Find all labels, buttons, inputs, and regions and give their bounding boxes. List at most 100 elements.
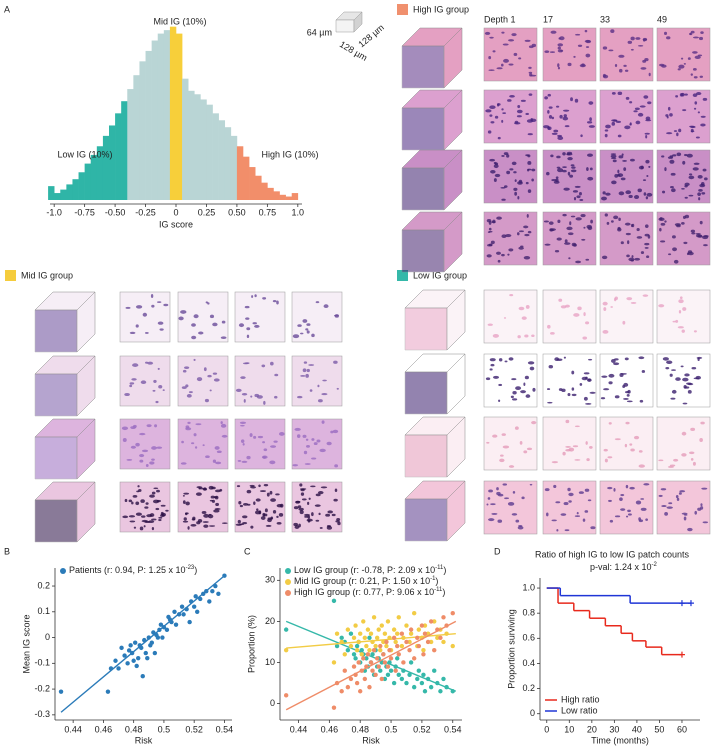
nucleus: [695, 136, 700, 139]
nucleus: [213, 496, 218, 499]
data-point: [143, 650, 148, 656]
tissue-tile: [483, 416, 538, 471]
nucleus: [276, 503, 283, 508]
nucleus: [527, 361, 535, 365]
nucleus: [185, 425, 190, 429]
nucleus: [675, 95, 679, 98]
nucleus: [237, 459, 242, 462]
y-tick-label: 0: [45, 632, 50, 642]
nucleus: [624, 125, 631, 130]
data-point: [450, 610, 455, 616]
nucleus: [508, 465, 515, 468]
nucleus: [508, 357, 514, 361]
data-point: [356, 639, 361, 645]
nucleus: [315, 301, 320, 304]
data-point: [399, 643, 405, 649]
nucleus: [625, 96, 630, 100]
data-point: [113, 658, 118, 663]
nucleus: [684, 93, 688, 96]
nucleus: [490, 169, 496, 174]
nucleus: [252, 322, 257, 325]
nucleus: [145, 464, 149, 468]
nucleus: [571, 387, 575, 391]
nucleus: [502, 112, 507, 114]
data-point: [428, 684, 434, 690]
nucleus: [681, 431, 687, 436]
nucleus: [488, 518, 495, 522]
nucleus: [574, 185, 581, 188]
nucleus: [140, 499, 145, 503]
nucleus: [555, 176, 559, 179]
data-point: [379, 623, 384, 628]
nucleus: [183, 517, 187, 521]
nucleus: [254, 324, 260, 328]
nucleus: [610, 153, 617, 155]
nucleus: [279, 432, 285, 436]
nucleus: [587, 499, 592, 502]
nucleus: [630, 158, 635, 162]
nucleus: [498, 383, 503, 387]
nucleus: [487, 130, 492, 134]
nucleus: [551, 116, 555, 120]
nucleus: [163, 303, 169, 307]
nucleus: [625, 484, 629, 489]
nucleus: [644, 132, 650, 135]
nucleus: [603, 307, 607, 311]
nucleus: [612, 159, 617, 163]
tissue-tile: [542, 416, 597, 471]
nucleus: [684, 196, 688, 199]
tissue-tile: [599, 480, 654, 535]
nucleus: [298, 507, 304, 511]
panel-label: D: [494, 546, 501, 556]
data-point: [416, 627, 422, 632]
nucleus: [557, 168, 564, 173]
nucleus: [678, 64, 685, 69]
nucleus: [562, 109, 570, 112]
nucleus: [667, 156, 674, 159]
x-tick-label: 0.46: [95, 724, 113, 734]
histogram-bar: [163, 30, 171, 201]
nucleus: [557, 63, 560, 68]
nucleus: [528, 66, 532, 69]
nucleus: [261, 364, 266, 368]
nucleus: [666, 360, 673, 364]
nucleus: [188, 391, 193, 394]
y-tick-label: 1.0: [522, 582, 535, 592]
nucleus: [207, 514, 214, 519]
nucleus: [570, 164, 575, 167]
cube-front: [404, 371, 448, 415]
nucleus: [645, 518, 648, 521]
histogram-bar: [279, 194, 286, 200]
nucleus: [493, 375, 500, 379]
nucleus: [320, 486, 328, 489]
tissue-tile: [177, 291, 229, 343]
data-point: [361, 619, 366, 624]
nucleus: [274, 395, 278, 399]
nucleus: [556, 358, 563, 361]
nucleus: [602, 191, 606, 195]
nucleus: [586, 458, 590, 462]
nucleus: [576, 195, 581, 199]
nucleus: [493, 161, 497, 165]
data-point: [139, 645, 144, 651]
nucleus: [208, 525, 216, 527]
nucleus: [513, 187, 518, 191]
nucleus: [562, 152, 566, 156]
nucleus: [203, 367, 207, 372]
nucleus: [613, 362, 620, 366]
data-point: [441, 676, 446, 682]
data-point: [428, 619, 434, 624]
histogram-bar: [151, 40, 159, 201]
nucleus: [488, 489, 493, 493]
legend-label-sup: -23: [186, 565, 195, 571]
nucleus: [121, 426, 129, 431]
cube-front: [401, 167, 445, 211]
data-point: [371, 647, 377, 653]
nucleus: [677, 326, 684, 329]
data-point: [391, 627, 397, 632]
data-point: [444, 684, 449, 690]
nucleus: [215, 502, 220, 507]
nucleus: [527, 133, 533, 136]
nucleus: [525, 112, 529, 115]
nucleus: [304, 515, 309, 518]
